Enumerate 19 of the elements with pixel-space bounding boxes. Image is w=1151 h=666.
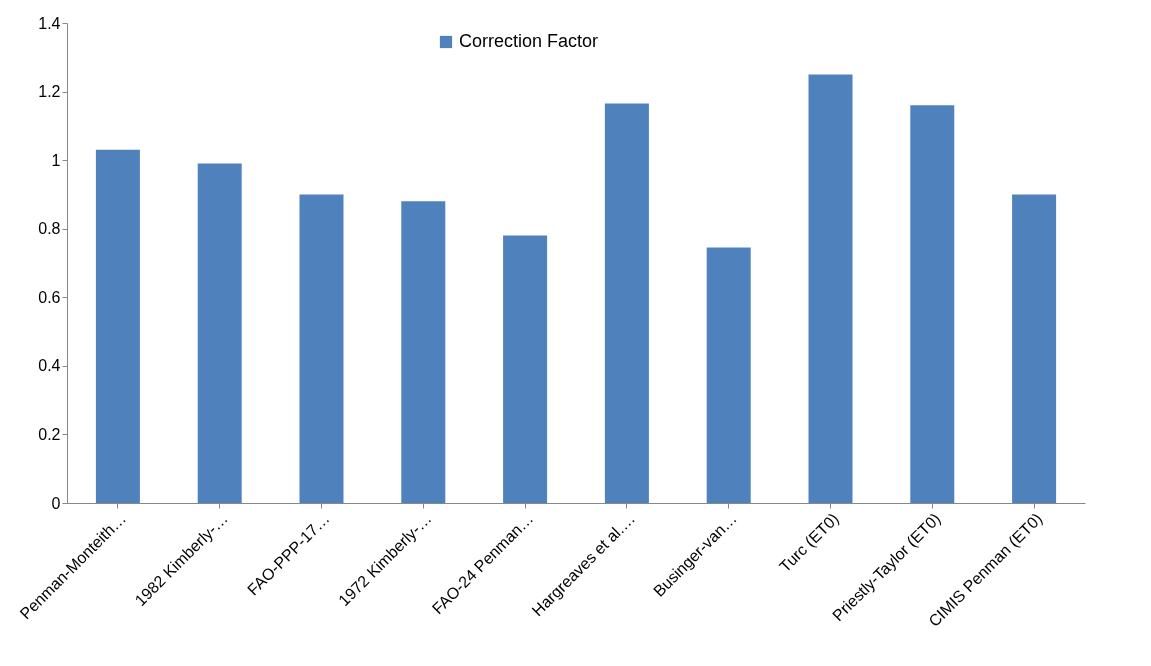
bar — [401, 201, 446, 503]
bar — [706, 247, 751, 503]
bar — [95, 149, 140, 503]
y-tick-label: 0 — [51, 494, 61, 512]
y-tick-label: 0.8 — [38, 220, 61, 238]
bar — [808, 74, 853, 503]
bar — [1012, 194, 1057, 503]
y-tick-label: 1.4 — [38, 14, 61, 32]
y-tick-label: 0.6 — [38, 288, 61, 306]
bar — [197, 163, 242, 503]
y-tick-label: 0.2 — [38, 425, 61, 443]
y-tick-label: 1 — [51, 151, 61, 169]
y-tick-label: 1.2 — [38, 83, 61, 101]
bar — [503, 235, 548, 503]
y-tick-label: 0.4 — [38, 357, 61, 375]
bar — [910, 105, 955, 503]
bar — [604, 103, 649, 503]
bar — [299, 194, 344, 503]
legend-label: Correction Factor — [459, 31, 599, 51]
